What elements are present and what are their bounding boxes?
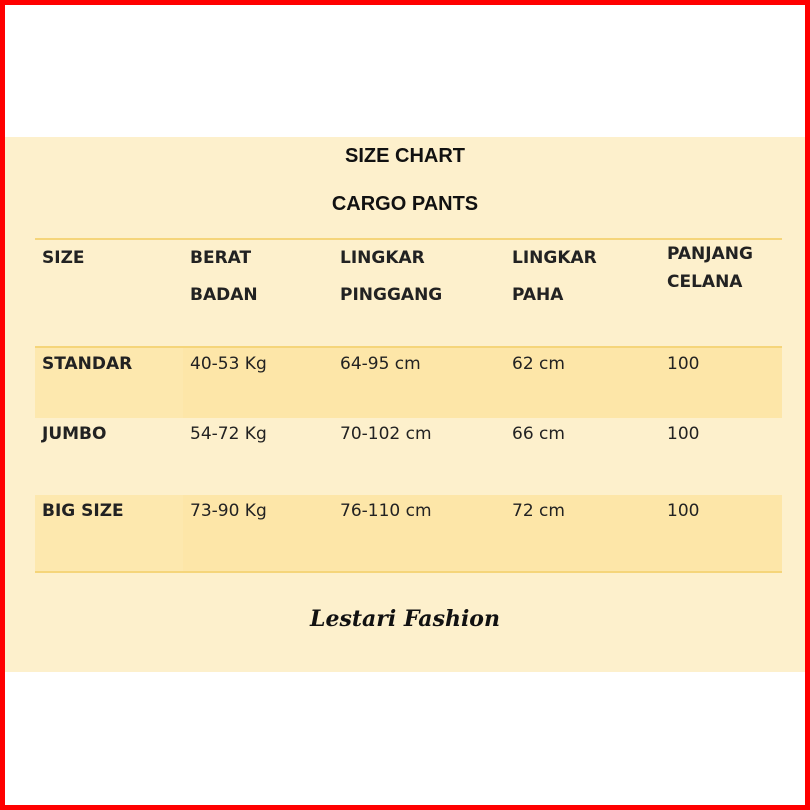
cell-waist: 70-102 cm bbox=[340, 424, 432, 444]
cell-weight: 73-90 Kg bbox=[183, 495, 333, 573]
page-subtitle: CARGO PANTS bbox=[331, 193, 479, 215]
table-row: STANDAR 40-53 Kg 64-95 cm 62 cm 100 bbox=[35, 346, 782, 418]
cell-size: BIG SIZE bbox=[35, 495, 183, 573]
brand-logo-text: Lestari Fashion bbox=[310, 606, 500, 632]
cell-thigh: 62 cm bbox=[505, 346, 660, 418]
header-lingkar-paha: LINGKAR PAHA bbox=[512, 248, 597, 305]
cell-thigh: 66 cm bbox=[512, 424, 565, 444]
header-size: SIZE bbox=[42, 248, 85, 268]
cell-length: 100 bbox=[667, 424, 700, 444]
header-lingkar-pinggang: LINGKAR PINGGANG bbox=[340, 248, 443, 305]
size-table: SIZE BERAT BADAN LINGKAR PINGGANG LINGKAR P… bbox=[35, 238, 782, 573]
header-berat-badan: BERAT BADAN bbox=[190, 248, 258, 305]
cell-size: JUMBO bbox=[42, 424, 107, 444]
cell-weight: 54-72 Kg bbox=[190, 424, 267, 444]
cell-length: 100 bbox=[660, 346, 782, 418]
table-row: JUMBO 54-72 Kg 70-102 cm 66 cm 100 bbox=[35, 418, 782, 495]
cell-waist: 76-110 cm bbox=[333, 495, 505, 573]
page-title: SIZE CHART bbox=[345, 145, 465, 167]
cell-weight: 40-53 Kg bbox=[183, 346, 333, 418]
cell-length: 100 bbox=[660, 495, 782, 573]
table-row: BIG SIZE 73-90 Kg 76-110 cm 72 cm 100 bbox=[35, 495, 782, 573]
cell-thigh: 72 cm bbox=[505, 495, 660, 573]
header-panjang-celana: PANJANG CELANA bbox=[667, 244, 753, 292]
cell-waist: 64-95 cm bbox=[333, 346, 505, 418]
table-header-row: SIZE BERAT BADAN LINGKAR PINGGANG LINGKAR P… bbox=[35, 239, 782, 347]
cell-size: STANDAR bbox=[35, 346, 183, 418]
